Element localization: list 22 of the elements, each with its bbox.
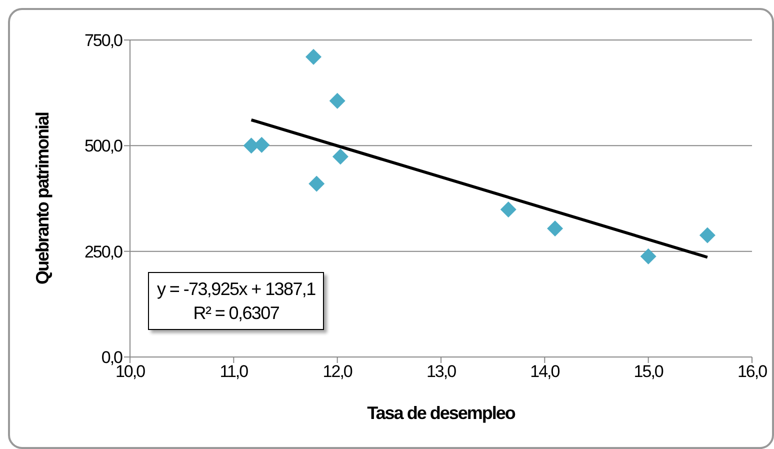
x-tick-label: 14,0	[530, 362, 560, 382]
y-tick-label: 750,0	[84, 31, 123, 50]
x-tick-label: 13,0	[426, 362, 456, 382]
point	[308, 176, 325, 192]
y-tick-label: 500,0	[84, 136, 123, 156]
point	[699, 227, 716, 244]
y-axis-title: Quebranto patrimonial	[32, 112, 52, 285]
x-tick-label: 16,0	[737, 362, 768, 382]
point	[640, 248, 656, 264]
annotation: y = -73,925x + 1387,1	[157, 278, 316, 301]
y-tick-label: 250,0	[84, 242, 123, 262]
point	[305, 48, 322, 65]
annotation: R² = 0,6307	[192, 302, 280, 325]
x-tick-label: 11,0	[220, 362, 248, 382]
point	[332, 148, 348, 165]
x-tick-label: 10,0	[115, 362, 146, 382]
x-tick-label: 12,0	[322, 362, 352, 382]
point	[329, 92, 346, 109]
point	[547, 220, 564, 237]
x-tick-label: 15,0	[634, 362, 664, 382]
x-axis-title: Tasa de desempleo	[367, 403, 516, 423]
point	[500, 201, 516, 218]
